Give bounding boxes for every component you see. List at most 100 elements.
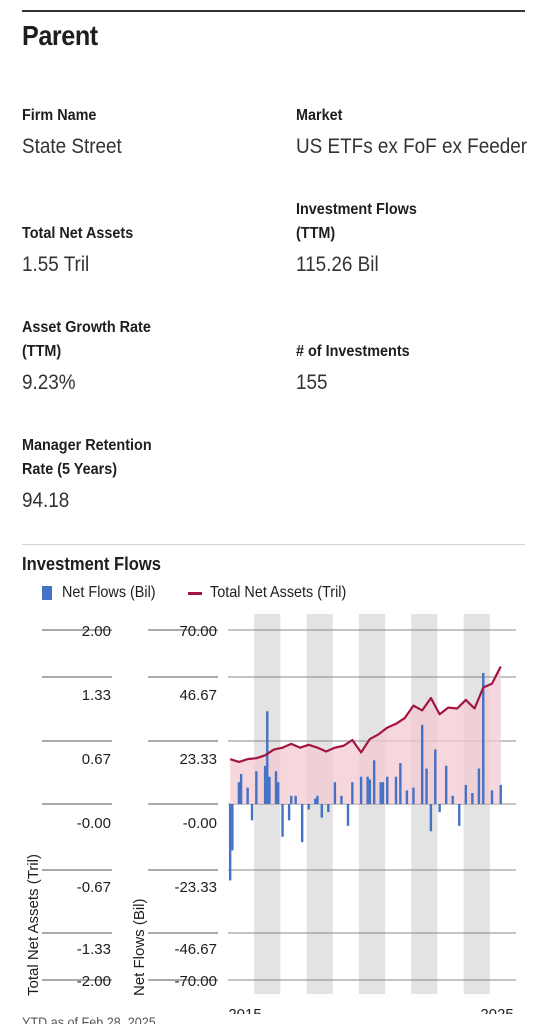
net-flows-bar [351,782,354,804]
market-field: Market US ETFs ex FoF ex Feeder [296,104,536,162]
net-flows-bar [425,768,428,804]
manager-retention-value: 94.18 [22,489,70,512]
total-net-assets-line [229,665,502,764]
asset-growth-rate-field: Asset Growth Rate (TTM) 9.23% [22,316,262,398]
investment-flows-chart-title: Investment Flows [22,554,161,574]
legend-item-total-net-assets[interactable]: Total Net Assets (Tril) [188,584,361,602]
left-axis-tick-label: 1.33 [82,687,111,704]
left-axis-tick-label: -0.67 [77,879,111,896]
net-flows-bar [477,768,481,804]
left-axis-tick-label: -0.00 [77,815,111,832]
investment-flows-field: Investment Flows (TTM) 115.26 Bil [296,198,536,280]
total-net-assets-swatch [188,591,203,595]
right-axis-tick-label: -23.33 [174,879,217,896]
net-flows-bar [499,784,502,804]
net-flows-bar [237,782,241,804]
net-flows-bar [231,804,234,851]
right-axis-tick-label: 23.33 [179,751,217,768]
net-flows-bar [399,763,402,804]
net-flows-bar [434,749,437,804]
net-flows-bar [464,784,468,804]
net-flows-bar [394,776,398,804]
legend-label-total-net-assets: Total Net Assets (Tril) [210,584,347,601]
net-flows-bar [444,765,448,804]
net-flows-bar [327,804,330,813]
firm-name-value: State Street [22,135,122,158]
right-axis-tick-label: -70.00 [174,973,217,990]
net-flows-bar [314,798,317,804]
net-flows-bar [458,804,461,826]
right-axis-title: Net Flows (Bil) [131,898,148,996]
net-flows-bar [482,673,485,804]
asset-growth-rate-label-line1: Asset Growth Rate [22,319,151,336]
investment-flows-label-line2: (TTM) [296,225,336,242]
total-net-assets-value: 1.55 Tril [22,253,90,276]
right-axis-tick-label: 70.00 [179,623,217,640]
right-axis-tick-label: -46.67 [174,941,217,958]
total-net-assets-field: Total Net Assets 1.55 Tril [22,222,262,280]
manager-retention-label-line1: Manager Retention [22,437,152,454]
net-flows-bar [438,804,441,813]
chart-legend: Net Flows (Bil) Total Net Assets (Tril) [42,582,383,604]
net-flows-bar [281,804,284,837]
investment-flows-chart: 2.00 1.33 0.67 -0.00 -0.67 -1.33 -2.00 70.00 46.… [25,614,516,1014]
net-flows-bar [274,771,278,804]
legend-label-net-flows: Net Flows (Bil) [62,584,156,601]
net-flows-bar [471,793,474,804]
net-flows-bar [451,795,454,804]
chart-footnote: YTD as of Feb 28, 2025 [22,1014,156,1024]
market-value: US ETFs ex FoF ex Feeder [296,135,528,158]
left-axis-tick-label: -1.33 [77,941,111,958]
net-flows-bar [255,771,258,804]
net-flows-bar [340,795,343,804]
net-flows-bar [276,782,280,804]
left-axis-tick-label: -2.00 [77,973,111,990]
net-flows-bar [307,804,310,810]
net-flows-bar [316,795,319,804]
manager-retention-label-line2: Rate (5 Years) [22,461,117,478]
net-flows-bar [381,782,385,804]
x-axis-tick-label: 2015 [228,1006,261,1014]
net-flows-bar [268,776,271,804]
top-rule [22,10,525,12]
net-flows-bar [246,787,249,804]
section-divider [22,544,525,545]
net-flows-bar [359,776,363,804]
total-net-assets-label: Total Net Assets [22,225,134,242]
net-flows-bar [266,711,269,804]
net-flows-bar [239,773,243,804]
net-flows-bar [300,804,304,843]
manager-retention-field: Manager Retention Rate (5 Years) 94.18 [22,434,262,516]
net-flows-bar [368,779,372,804]
total-net-assets-area [230,666,501,804]
firm-name-field: Firm Name State Street [22,104,262,162]
net-flows-bar [490,790,494,804]
investment-flows-label-line1: Investment Flows [296,201,417,218]
net-flows-bar [405,790,409,804]
asset-growth-rate-label-line2: (TTM) [22,343,62,360]
right-axis-tick-label: 46.67 [179,687,217,704]
net-flows-bar [294,795,297,804]
net-flows-bar [250,804,254,821]
num-investments-value: 155 [296,371,328,394]
net-flows-bar [320,804,324,818]
firm-name-label: Firm Name [22,107,97,124]
left-axis-tick-label: 2.00 [82,623,111,640]
net-flows-bar [386,776,389,804]
left-axis-title: Total Net Assets (Tril) [25,854,42,996]
num-investments-field: # of Investments 155 [296,340,536,398]
net-flows-bar [287,804,291,821]
net-flows-bar [228,804,232,881]
net-flows-bar [420,724,424,804]
left-axis-tick-label: 0.67 [82,751,111,768]
net-flows-bar [379,782,382,804]
net-flows-bar [263,765,267,804]
market-label: Market [296,107,343,124]
legend-item-net-flows[interactable]: Net Flows (Bil) [42,584,166,602]
section-title: Parent [22,20,98,51]
net-flows-swatch [42,586,52,600]
num-investments-label: # of Investments [296,343,410,360]
net-flows-bar [366,776,369,804]
net-flows-bar [372,760,376,804]
net-flows-bar [429,804,433,832]
